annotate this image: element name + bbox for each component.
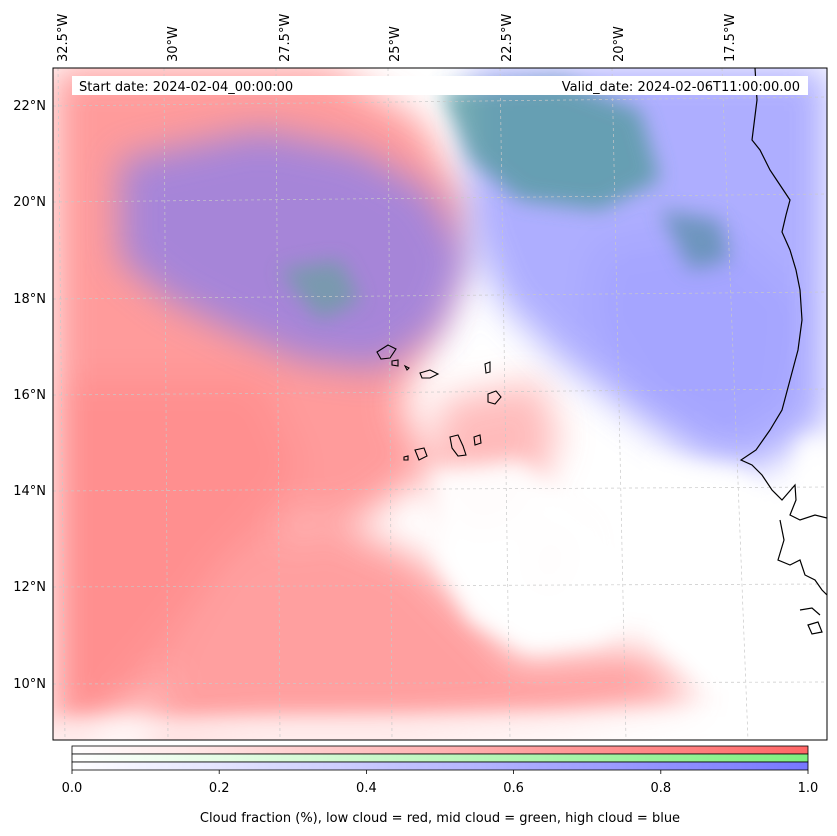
colorbar: 0.0 0.2 0.4 0.6 0.8 1.0 Cloud fraction (%), l…	[62, 745, 819, 826]
colorbar-ticks: 0.0 0.2 0.4 0.6 0.8 1.0	[62, 770, 819, 796]
colorbar-tick-label: 1.0	[798, 781, 819, 796]
cloud-field	[53, 68, 827, 740]
africa-coastline	[739, 68, 827, 635]
map-panel: Start date: 2024-02-04_00:00:00 Valid_da…	[52, 67, 828, 741]
start-date-label: Start date: 2024-02-04_00:00:00	[79, 80, 293, 95]
lon-tick: 20°W	[612, 26, 627, 62]
lat-tick: 14°N	[13, 484, 46, 499]
island-boa-vista	[487, 390, 502, 405]
island-santiago	[449, 434, 467, 457]
lon-tick: 27.5°W	[278, 14, 293, 62]
lon-tick: 30°W	[166, 26, 181, 62]
colorbar-mid-cloud	[71, 753, 809, 763]
island-santa-luzia	[403, 364, 410, 371]
colorbar-tick-label: 0.0	[62, 781, 83, 796]
island-sal	[484, 361, 491, 374]
valid-date-label: Valid_date: 2024-02-06T11:00:00.00	[562, 80, 800, 95]
colorbar-tick-label: 0.8	[650, 781, 671, 796]
map-frame	[52, 67, 828, 741]
lat-tick: 12°N	[13, 580, 46, 595]
colorbar-tick-label: 0.2	[209, 781, 230, 796]
colorbar-high-cloud	[71, 761, 809, 771]
lat-tick: 10°N	[13, 677, 46, 692]
colorbar-title: Cloud fraction (%), low cloud = red, mid…	[200, 811, 680, 826]
longitude-labels: 32.5°W 30°W 27.5°W 25°W 22.5°W 20°W 17.5…	[56, 14, 738, 62]
island-sao-nicolau	[419, 369, 440, 379]
island-brava	[403, 455, 409, 461]
latitude-labels: 22°N 20°N 18°N 16°N 14°N 12°N 10°N	[13, 99, 46, 692]
island-sao-vicente	[391, 359, 399, 367]
lon-tick: 17.5°W	[723, 14, 738, 62]
lat-tick: 22°N	[13, 99, 46, 114]
lat-tick: 16°N	[13, 388, 46, 403]
colorbar-tick-label: 0.4	[356, 781, 377, 796]
lon-tick: 25°W	[388, 26, 403, 62]
mid-cloud-layer	[280, 80, 730, 320]
clear-sky-layer	[53, 440, 827, 740]
cape-verde-islands	[376, 344, 502, 461]
date-banner	[72, 76, 808, 95]
island-maio	[473, 434, 482, 446]
lon-tick: 32.5°W	[56, 14, 71, 62]
island-fogo	[414, 447, 428, 461]
lat-tick: 20°N	[13, 195, 46, 210]
colorbar-low-cloud	[71, 745, 809, 755]
island-santo-antao	[376, 344, 397, 360]
graticule	[53, 68, 827, 740]
lat-tick: 18°N	[13, 292, 46, 307]
colorbar-tick-label: 0.6	[503, 781, 524, 796]
lon-tick: 22.5°W	[500, 14, 515, 62]
